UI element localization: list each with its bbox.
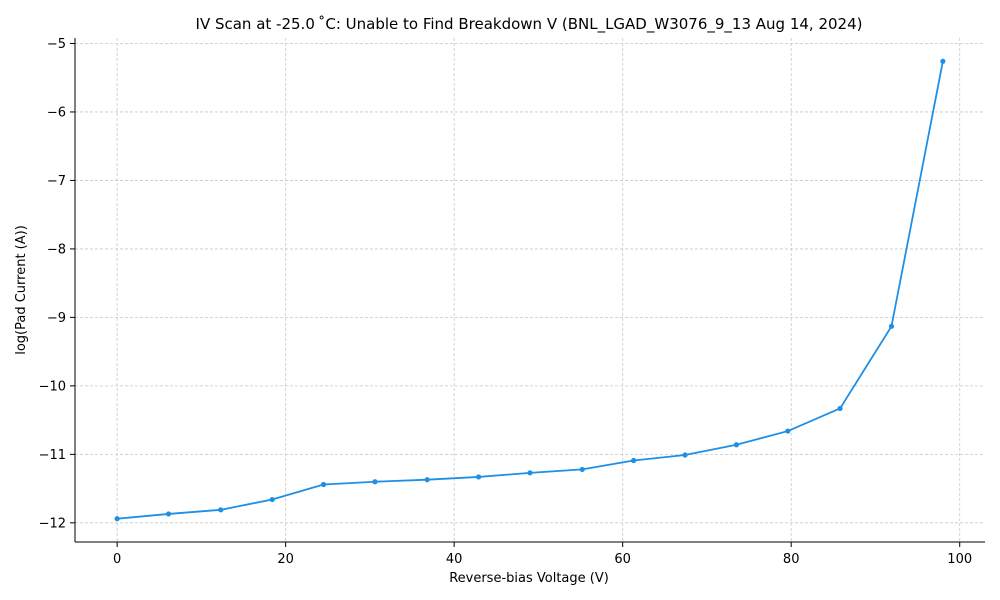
data-point xyxy=(682,452,688,458)
x-tick-label: 0 xyxy=(113,552,121,567)
x-tick-label: 100 xyxy=(947,552,972,567)
series-line xyxy=(117,61,944,520)
data-point xyxy=(165,511,172,517)
data-point xyxy=(733,442,740,448)
y-tick-label: −10 xyxy=(39,379,66,394)
data-point xyxy=(320,481,327,488)
axes: 0 20 40 60 80 100 −12 −11 −10 −9 −8 −7 −6 −5 xyxy=(39,37,985,567)
x-tick-label: 80 xyxy=(783,552,800,567)
x-tick-label: 60 xyxy=(614,552,631,567)
x-axis-label: Reverse-bias Voltage (V) xyxy=(449,571,609,586)
data-point xyxy=(218,507,224,513)
y-tick-label: −6 xyxy=(47,105,66,120)
y-axis-label: log(Pad Current (A)) xyxy=(14,225,29,355)
data-point xyxy=(888,323,895,329)
grid xyxy=(75,38,985,542)
data-point xyxy=(527,470,533,476)
data-series xyxy=(114,58,946,522)
y-tick-label: −7 xyxy=(47,174,66,189)
x-tick-label: 40 xyxy=(446,552,463,567)
data-point xyxy=(372,479,378,485)
x-tick-label: 20 xyxy=(277,552,294,567)
data-point xyxy=(579,466,585,473)
chart-title: IV Scan at -25.0 ˚C: Unable to Find Brea… xyxy=(196,15,863,34)
y-tick-label: −5 xyxy=(47,37,66,52)
data-point xyxy=(476,474,482,480)
y-tick-label: −8 xyxy=(47,242,66,257)
data-point xyxy=(114,516,120,522)
data-point xyxy=(269,496,275,503)
y-tick-label: −12 xyxy=(39,516,66,531)
data-point xyxy=(785,428,791,434)
data-point xyxy=(631,457,637,464)
data-point xyxy=(424,477,430,483)
y-tick-label: −11 xyxy=(39,448,66,463)
y-tick-label: −9 xyxy=(47,311,66,326)
data-point xyxy=(940,58,946,64)
data-point xyxy=(837,405,843,412)
